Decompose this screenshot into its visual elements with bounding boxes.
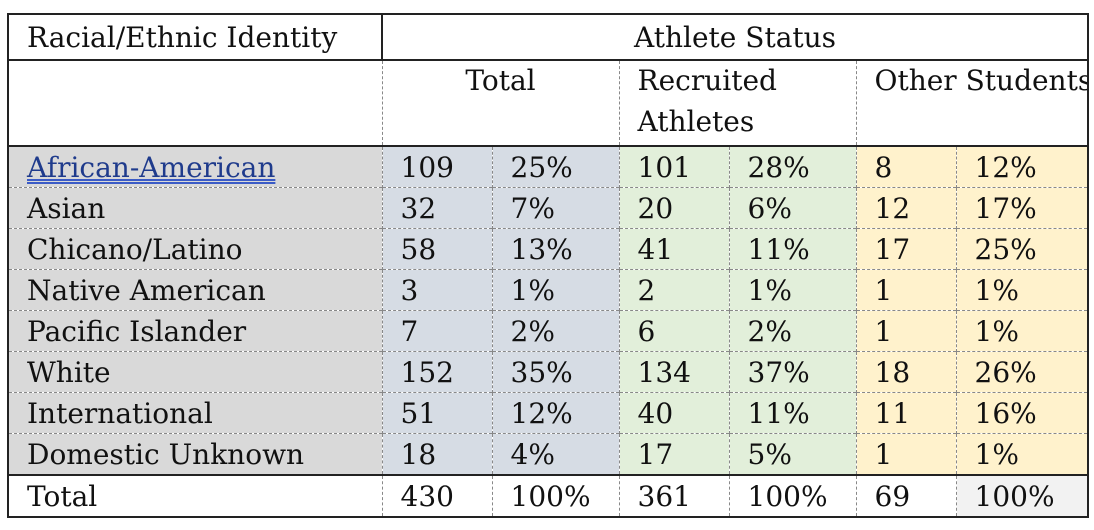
recruited-count-cell: 6 <box>618 310 729 352</box>
totals-label: Total <box>7 474 382 518</box>
row-label: Pacific Islander <box>7 310 382 352</box>
group-header-recruited-line2: Athletes <box>637 105 755 138</box>
table-row: Asian 32 7% 20 6% 12 17% <box>7 187 1090 229</box>
other-count-cell: 11 <box>855 392 956 434</box>
group-header-other-label: Other Students <box>874 64 1089 97</box>
recruited-percent-cell: 6% <box>728 187 856 229</box>
total-count-cell: 58 <box>381 228 492 270</box>
row-label: White <box>7 351 382 393</box>
recruited-percent-cell: 5% <box>728 433 856 475</box>
other-count-cell: 1 <box>855 310 956 352</box>
total-percent-cell: 25% <box>491 145 619 188</box>
total-count-cell: 32 <box>381 187 492 229</box>
header-row-2: Total Recruited Athletes Other Students <box>7 60 1090 146</box>
recruited-count-cell: 17 <box>618 433 729 475</box>
row-label: Native American <box>7 269 382 311</box>
recruited-count-cell: 20 <box>618 187 729 229</box>
total-count-cell: 3 <box>381 269 492 311</box>
total-percent-cell: 7% <box>491 187 619 229</box>
table-container: Racial/Ethnic Identity Athlete Status To… <box>7 13 1090 518</box>
total-percent-cell: 2% <box>491 310 619 352</box>
total-count-cell: 51 <box>381 392 492 434</box>
total-percent-cell: 12% <box>491 392 619 434</box>
totals-row: Total 430 100% 361 100% 69 100% <box>7 474 1090 518</box>
table-row: Domestic Unknown 18 4% 17 5% 1 1% <box>7 433 1090 475</box>
total-percent-cell: 1% <box>491 269 619 311</box>
totals-recruited-count: 361 <box>618 474 729 518</box>
table-row: International 51 12% 40 11% 11 16% <box>7 392 1090 434</box>
other-count-cell: 18 <box>855 351 956 393</box>
other-percent-cell: 1% <box>955 269 1090 311</box>
header-row-1: Racial/Ethnic Identity Athlete Status <box>7 13 1090 61</box>
group-title-header: Athlete Status <box>380 13 1090 61</box>
total-percent-cell: 4% <box>491 433 619 475</box>
athlete-status-table: Racial/Ethnic Identity Athlete Status To… <box>7 13 1090 518</box>
other-percent-cell: 12% <box>955 145 1090 188</box>
row-label: Domestic Unknown <box>7 433 382 475</box>
row-label[interactable]: African-American <box>7 145 382 188</box>
other-count-cell: 8 <box>855 145 956 188</box>
row-label: International <box>7 392 382 434</box>
totals-total-count: 430 <box>381 474 492 518</box>
table-row: Chicano/Latino 58 13% 41 11% 17 25% <box>7 228 1090 270</box>
table-row: White 152 35% 134 37% 18 26% <box>7 351 1090 393</box>
other-percent-cell: 1% <box>955 433 1090 475</box>
other-percent-cell: 17% <box>955 187 1090 229</box>
group-header-total: Total <box>381 60 619 146</box>
totals-other-percent: 100% <box>955 474 1090 518</box>
other-percent-cell: 26% <box>955 351 1090 393</box>
total-count-cell: 152 <box>381 351 492 393</box>
other-percent-cell: 16% <box>955 392 1090 434</box>
recruited-percent-cell: 2% <box>728 310 856 352</box>
other-count-cell: 12 <box>855 187 956 229</box>
recruited-percent-cell: 28% <box>728 145 856 188</box>
table-row: Pacific Islander 7 2% 6 2% 1 1% <box>7 310 1090 352</box>
row-label-link[interactable]: African-American <box>27 150 276 184</box>
recruited-percent-cell: 37% <box>728 351 856 393</box>
total-count-cell: 109 <box>381 145 492 188</box>
other-percent-cell: 25% <box>955 228 1090 270</box>
total-count-cell: 7 <box>381 310 492 352</box>
total-percent-cell: 13% <box>491 228 619 270</box>
other-count-cell: 1 <box>855 433 956 475</box>
recruited-percent-cell: 1% <box>728 269 856 311</box>
other-count-cell: 1 <box>855 269 956 311</box>
recruited-count-cell: 134 <box>618 351 729 393</box>
recruited-count-cell: 41 <box>618 228 729 270</box>
total-percent-cell: 35% <box>491 351 619 393</box>
group-header-other: Other Students <box>855 60 1090 146</box>
group-header-recruited: Recruited Athletes <box>618 60 856 146</box>
recruited-count-cell: 101 <box>618 145 729 188</box>
other-percent-cell: 1% <box>955 310 1090 352</box>
totals-recruited-percent: 100% <box>728 474 856 518</box>
row-label: Chicano/Latino <box>7 228 382 270</box>
totals-total-percent: 100% <box>491 474 619 518</box>
total-count-cell: 18 <box>381 433 492 475</box>
recruited-count-cell: 2 <box>618 269 729 311</box>
recruited-percent-cell: 11% <box>728 228 856 270</box>
other-count-cell: 17 <box>855 228 956 270</box>
group-header-recruited-line1: Recruited <box>637 64 777 97</box>
table-row: African-American 109 25% 101 28% 8 12% <box>7 145 1090 188</box>
row-label-header: Racial/Ethnic Identity <box>7 13 383 61</box>
table-row: Native American 3 1% 2 1% 1 1% <box>7 269 1090 311</box>
group-header-total-label: Total <box>465 64 536 97</box>
header-row-2-blank <box>7 60 382 146</box>
recruited-percent-cell: 11% <box>728 392 856 434</box>
recruited-count-cell: 40 <box>618 392 729 434</box>
totals-other-count: 69 <box>855 474 956 518</box>
row-label: Asian <box>7 187 382 229</box>
